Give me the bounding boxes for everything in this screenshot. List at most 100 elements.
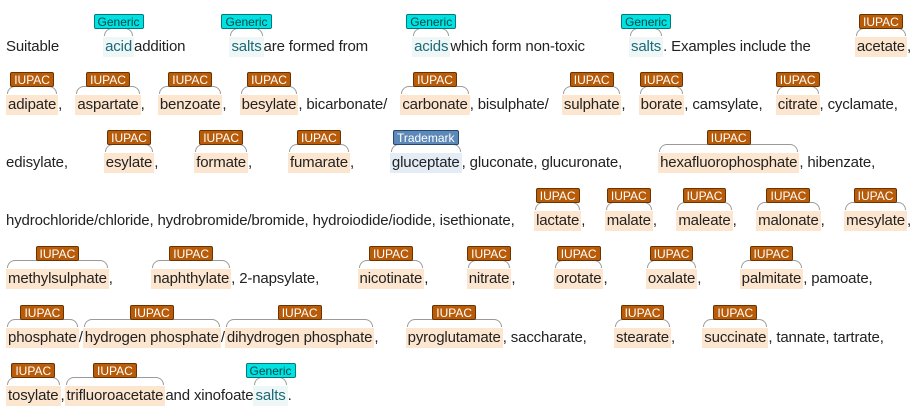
annotated-term[interactable]: stearate	[613, 328, 671, 348]
iupac-tag[interactable]: IUPAC	[169, 246, 214, 261]
iupac-tag[interactable]: IUPAC	[858, 14, 903, 29]
annotated-term[interactable]: carbonate	[400, 95, 470, 115]
annotation-brace	[240, 86, 298, 94]
annotated-term[interactable]: besylate	[239, 95, 299, 115]
generic-tag[interactable]: Generic	[621, 14, 672, 29]
annotated-term[interactable]: salts	[229, 37, 264, 57]
iupac-tag[interactable]: IUPAC	[749, 246, 794, 261]
annotation-brace	[554, 260, 603, 268]
generic-tag[interactable]: Generic	[221, 14, 272, 29]
annotation-brace	[659, 144, 799, 152]
annotated-term[interactable]: nicotinate	[357, 269, 425, 289]
iupac-tag[interactable]: IUPAC	[35, 246, 80, 261]
annotation-brace	[703, 319, 768, 327]
annotated-term[interactable]: hexafluorophosphate	[658, 153, 800, 173]
iupac-tag[interactable]: IUPAC	[413, 72, 457, 87]
annotated-term[interactable]: methylsulphate	[6, 269, 109, 289]
annotated-term[interactable]: pyroglutamate	[405, 328, 503, 348]
annotated-term[interactable]: salts	[629, 37, 664, 57]
iupac-tag[interactable]: IUPAC	[467, 246, 511, 261]
iupac-tag[interactable]: IUPAC	[129, 305, 174, 320]
annotated-term[interactable]: maleate	[676, 211, 733, 231]
iupac-tag[interactable]: IUPAC	[432, 305, 477, 320]
text-run: which form non-toxic	[450, 38, 585, 55]
text-run: /	[78, 329, 83, 346]
annotated-term[interactable]: oxalate	[645, 269, 698, 289]
text-run: ,	[820, 212, 825, 229]
iupac-tag[interactable]: IUPAC	[247, 72, 291, 87]
annotated-term[interactable]: hydrogen phosphate	[82, 328, 221, 348]
annotation-brace	[152, 260, 231, 268]
annotated-term[interactable]: nitrate	[466, 269, 512, 289]
annotated-term[interactable]: phosphate	[6, 328, 79, 348]
iupac-tag[interactable]: IUPAC	[766, 188, 811, 203]
iupac-tag[interactable]: IUPAC	[11, 363, 56, 378]
annotated-term[interactable]: orotate	[553, 269, 604, 289]
annotated-term[interactable]: palmitate	[739, 269, 804, 289]
generic-tag[interactable]: Generic	[245, 363, 296, 378]
annotated-term[interactable]: malonate	[756, 211, 821, 231]
annotation-brace	[104, 144, 154, 152]
iupac-tag[interactable]: IUPAC	[682, 188, 727, 203]
iupac-tag[interactable]: IUPAC	[20, 305, 65, 320]
annotated-term[interactable]: mesylate	[844, 211, 907, 231]
iupac-tag[interactable]: IUPAC	[620, 305, 665, 320]
iupac-tag[interactable]: IUPAC	[775, 72, 820, 87]
annotated-term[interactable]: tosylate	[6, 386, 61, 406]
iupac-tag[interactable]: IUPAC	[853, 188, 898, 203]
annotated-term[interactable]: aspartate	[75, 95, 141, 115]
iupac-tag[interactable]: IUPAC	[368, 246, 413, 261]
iupac-tag[interactable]: IUPAC	[297, 130, 341, 145]
annotation-brace	[776, 86, 819, 94]
annotated-term[interactable]: dihydrogen phosphate	[224, 328, 375, 348]
iupac-tag[interactable]: IUPAC	[10, 72, 54, 87]
annotated-term[interactable]: citrate	[775, 95, 820, 115]
text-run: ,	[108, 270, 113, 287]
iupac-tag[interactable]: IUPAC	[649, 246, 694, 261]
text-run: edisylate,	[6, 154, 68, 171]
annotation-brace	[254, 377, 287, 385]
text-run: /	[220, 329, 225, 346]
text-run: , saccharate,	[502, 329, 587, 346]
annotated-term[interactable]: borate	[638, 95, 685, 115]
annotated-term[interactable]: formate	[194, 153, 248, 173]
generic-tag[interactable]: Generic	[93, 14, 144, 29]
iupac-tag[interactable]: IUPAC	[107, 130, 151, 145]
annotated-term[interactable]: esylate	[103, 153, 155, 173]
annotated-term[interactable]: acid	[103, 37, 135, 57]
annotated-term[interactable]: lactate	[534, 211, 582, 231]
iupac-tag[interactable]: IUPAC	[93, 363, 137, 378]
annotated-term[interactable]: gluceptate	[389, 153, 462, 173]
annotation-brace	[605, 202, 652, 210]
text-run: ,	[732, 212, 737, 229]
text-run: and xinofoate	[165, 387, 254, 404]
annotated-term[interactable]: acetate	[854, 37, 907, 57]
annotated-term[interactable]: succinate	[702, 328, 769, 348]
annotated-term[interactable]: naphthylate	[151, 269, 232, 289]
annotation-brace	[677, 202, 732, 210]
iupac-tag[interactable]: IUPAC	[199, 130, 243, 145]
iupac-tag[interactable]: IUPAC	[639, 72, 684, 87]
iupac-tag[interactable]: IUPAC	[535, 188, 580, 203]
annotated-term[interactable]: trifluoroacetate	[64, 386, 166, 406]
annotated-term[interactable]: benzoate	[157, 95, 223, 115]
generic-tag[interactable]: Generic	[406, 14, 457, 29]
annotated-term[interactable]: malate	[604, 211, 653, 231]
text-run: Suitable	[6, 38, 60, 55]
iupac-tag[interactable]: IUPAC	[556, 246, 601, 261]
annotated-term[interactable]: sulphate	[561, 95, 622, 115]
iupac-tag[interactable]: IUPAC	[569, 72, 614, 87]
iupac-tag[interactable]: IUPAC	[606, 188, 651, 203]
annotated-term[interactable]: acids	[412, 37, 451, 57]
iupac-tag[interactable]: IUPAC	[86, 72, 130, 87]
annotated-term[interactable]: salts	[253, 386, 288, 406]
iupac-tag[interactable]: IUPAC	[168, 72, 213, 87]
iupac-tag[interactable]: IUPAC	[706, 130, 751, 145]
iupac-tag[interactable]: IUPAC	[713, 305, 758, 320]
annotated-term[interactable]: fumarate	[287, 153, 350, 173]
annotated-term[interactable]: adipate	[6, 95, 59, 115]
annotation-brace	[104, 28, 134, 36]
text-run: addition	[134, 38, 186, 55]
iupac-tag[interactable]: IUPAC	[277, 305, 322, 320]
trademark-tag[interactable]: Trademark	[392, 130, 459, 145]
